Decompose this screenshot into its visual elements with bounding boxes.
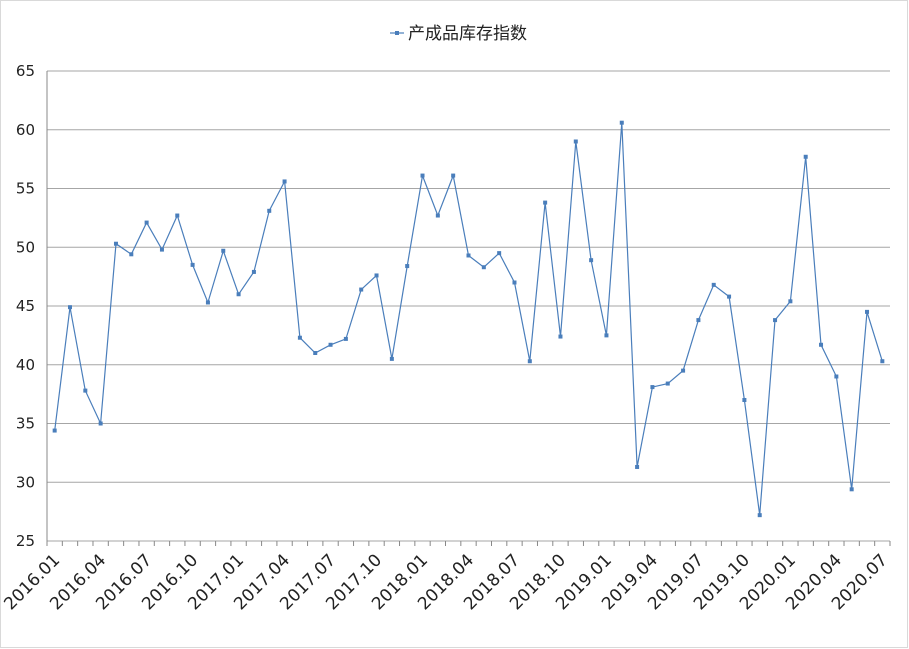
point-marker	[497, 251, 502, 256]
y-tick-label: 55	[16, 180, 35, 198]
point-marker	[175, 213, 180, 218]
y-tick-label: 40	[16, 356, 35, 374]
point-marker	[236, 292, 241, 297]
y-tick-label: 50	[16, 238, 35, 256]
point-marker	[803, 154, 808, 159]
point-marker	[267, 208, 272, 213]
point-marker	[834, 374, 839, 379]
point-marker	[343, 336, 348, 341]
point-marker	[328, 342, 333, 347]
point-marker	[773, 318, 778, 323]
point-marker	[205, 300, 210, 305]
point-marker	[711, 282, 716, 287]
y-tick-label: 30	[16, 473, 35, 491]
point-marker	[159, 247, 164, 252]
point-marker	[221, 248, 226, 253]
point-marker	[129, 252, 134, 257]
point-marker	[527, 359, 532, 364]
point-marker	[144, 220, 149, 225]
point-marker	[727, 294, 732, 299]
y-tick-label: 60	[16, 121, 35, 139]
point-marker	[451, 173, 456, 178]
point-marker	[573, 139, 578, 144]
y-tick-label: 35	[16, 415, 35, 433]
point-marker	[113, 241, 118, 246]
point-marker	[435, 213, 440, 218]
point-marker	[374, 273, 379, 278]
point-marker	[757, 513, 762, 518]
point-marker	[282, 179, 287, 184]
point-marker	[98, 421, 103, 426]
y-tick-label: 45	[16, 297, 35, 315]
point-marker	[665, 381, 670, 386]
point-marker	[681, 368, 686, 373]
point-marker	[83, 388, 88, 393]
point-marker	[313, 351, 318, 355]
y-tick-label: 25	[16, 532, 35, 550]
point-marker	[52, 428, 57, 433]
point-marker	[819, 342, 824, 347]
point-marker	[619, 120, 624, 125]
point-marker	[67, 305, 72, 310]
point-marker	[420, 173, 425, 178]
point-marker	[558, 334, 563, 339]
point-marker	[512, 280, 517, 285]
y-tick-label: 65	[16, 62, 35, 80]
point-marker	[481, 265, 486, 270]
point-marker	[635, 464, 640, 469]
point-marker	[650, 385, 655, 390]
point-marker	[466, 253, 471, 258]
point-marker	[788, 299, 793, 304]
legend-label: 产成品库存指数	[408, 24, 527, 44]
point-marker	[405, 264, 410, 269]
point-marker	[849, 487, 854, 492]
point-marker	[589, 258, 594, 263]
point-marker	[251, 269, 256, 274]
legend-marker	[395, 31, 399, 35]
point-marker	[865, 309, 870, 314]
point-marker	[696, 318, 701, 323]
point-marker	[742, 398, 747, 402]
point-marker	[389, 356, 394, 361]
point-marker	[297, 335, 302, 340]
point-marker	[543, 200, 548, 205]
point-marker	[880, 359, 885, 364]
point-marker	[190, 262, 195, 267]
point-marker	[359, 287, 364, 292]
point-marker	[604, 333, 609, 338]
